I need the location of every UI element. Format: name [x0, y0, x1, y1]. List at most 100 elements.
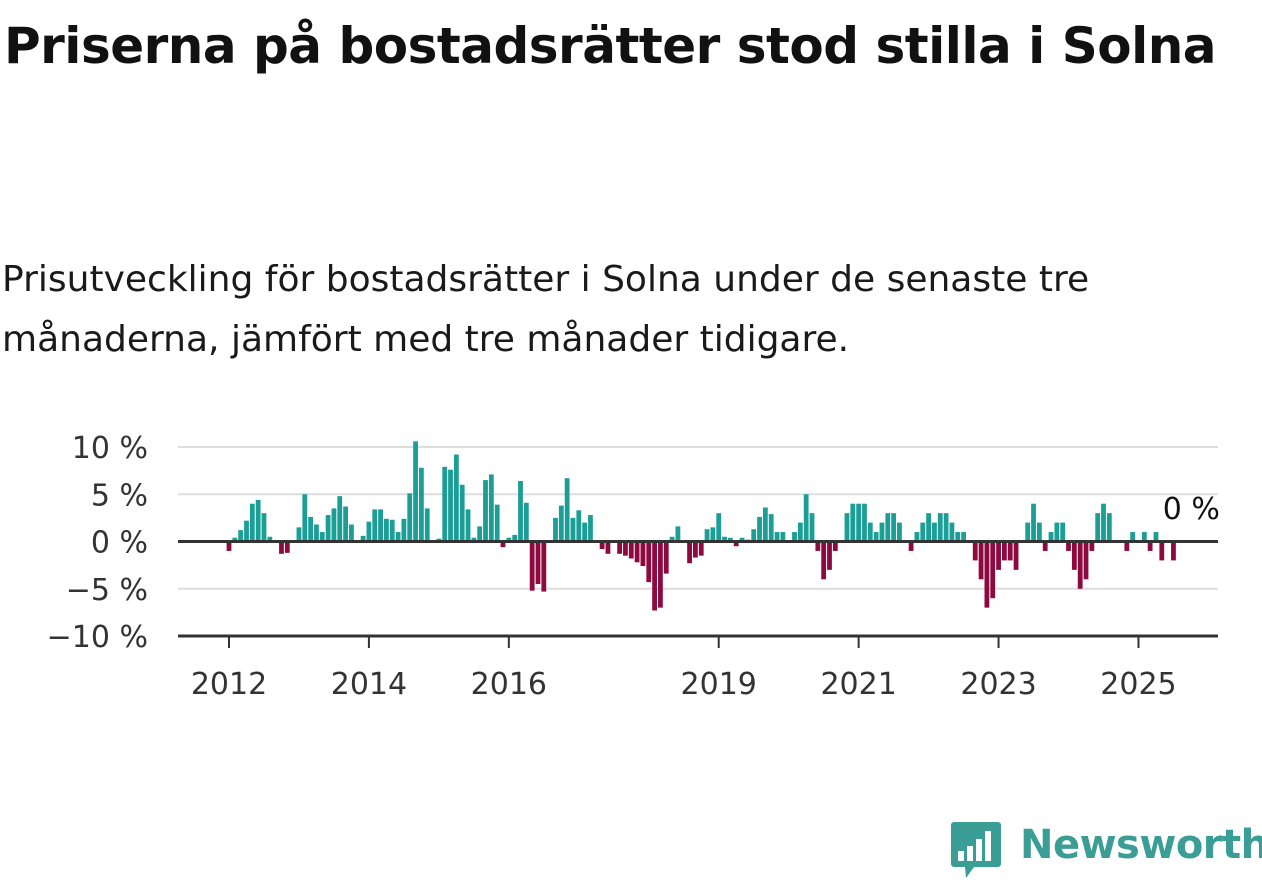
bar: [384, 518, 389, 542]
bar: [378, 509, 383, 542]
bar: [996, 541, 1001, 570]
bar: [727, 537, 733, 542]
bar: [442, 466, 448, 542]
bar: [716, 513, 722, 542]
bar: [255, 499, 261, 542]
bar: [722, 536, 727, 542]
bar: [792, 532, 797, 542]
bar: [465, 509, 471, 542]
bar: [238, 530, 244, 542]
bar: [739, 537, 745, 542]
bar: [757, 516, 762, 542]
bar: [582, 522, 588, 542]
bar: [325, 515, 331, 542]
bar: [949, 522, 955, 542]
bar: [821, 541, 827, 580]
bar: [360, 535, 366, 542]
bar: [471, 537, 477, 542]
x-tick-label: 2019: [681, 667, 757, 700]
bar: [483, 480, 488, 542]
bar: [1060, 522, 1066, 542]
bar: [762, 507, 768, 542]
bar: [704, 529, 710, 542]
bar: [319, 532, 325, 542]
x-tick-label: 2023: [960, 667, 1036, 700]
bar: [844, 513, 850, 542]
bar: [797, 522, 803, 542]
bar: [1095, 513, 1101, 542]
bar: [244, 520, 249, 542]
bar: [1048, 532, 1054, 542]
bar: [413, 441, 418, 542]
gridlines: [178, 446, 1218, 590]
bar: [1101, 503, 1106, 542]
bar: [809, 513, 815, 542]
bar: [459, 484, 465, 542]
bar: [558, 505, 564, 542]
bar: [698, 541, 704, 556]
bar: [856, 503, 862, 542]
bar: [926, 513, 931, 542]
bar: [518, 481, 523, 542]
bar: [897, 522, 902, 542]
bar: [1153, 532, 1159, 542]
bar: [529, 541, 535, 591]
bar: [885, 513, 891, 542]
bar: [978, 541, 984, 580]
bar: [523, 502, 529, 542]
y-tick-label: −10 %: [47, 620, 148, 655]
bar: [343, 506, 348, 542]
bar: [418, 467, 424, 542]
bar: [261, 513, 267, 542]
bar: [599, 541, 605, 550]
bar: [296, 527, 302, 542]
x-tick-label: 2012: [191, 667, 267, 700]
brand-name: Newsworthy: [1020, 822, 1262, 868]
bar: [990, 541, 996, 599]
last-value-label: 0 %: [1163, 492, 1220, 527]
y-tick-label: 0 %: [91, 526, 148, 561]
bar: [1130, 532, 1136, 542]
bar: [1007, 541, 1013, 561]
bar: [663, 541, 669, 574]
bar: [314, 524, 319, 542]
bar: [605, 541, 611, 554]
bar: [774, 532, 780, 542]
bar: [488, 474, 494, 542]
bar: [733, 541, 739, 547]
bar: [891, 513, 897, 542]
bar: [576, 510, 582, 542]
bars: [226, 441, 1176, 611]
bar: [640, 541, 646, 567]
bar: [506, 537, 512, 542]
bar: [284, 541, 290, 553]
bar: [477, 526, 483, 542]
bar: [302, 494, 308, 542]
x-tick-label: 2014: [331, 667, 407, 700]
bar: [1089, 541, 1095, 551]
bar: [308, 516, 314, 542]
bar-chart: 10 % 5 % 0 % −5 % −10 % 2012 2014 2016 2019 2021 2…: [47, 431, 1220, 700]
bar: [249, 503, 255, 542]
bar: [401, 518, 407, 542]
axes: [178, 540, 1218, 648]
bar: [937, 513, 943, 542]
bar: [553, 517, 558, 542]
bar: [232, 537, 238, 542]
bar: [687, 541, 692, 564]
bar: [1159, 541, 1165, 561]
x-tick-label: 2025: [1100, 667, 1176, 700]
chart-subtitle: Prisutveckling för bostadsrätter i Solna…: [2, 259, 1090, 360]
bar: [424, 508, 430, 542]
bar: [570, 517, 576, 542]
bar: [1031, 503, 1036, 542]
bar: [267, 536, 273, 542]
bar: [395, 532, 401, 542]
bar: [646, 541, 652, 583]
bar: [588, 515, 593, 542]
x-tick-label: 2021: [820, 667, 896, 700]
bar: [628, 541, 634, 559]
labels: 10 % 5 % 0 % −5 % −10 % 2012 2014 2016 2019 2021 2…: [47, 431, 1220, 700]
bar: [448, 469, 453, 542]
bar: [349, 524, 354, 542]
